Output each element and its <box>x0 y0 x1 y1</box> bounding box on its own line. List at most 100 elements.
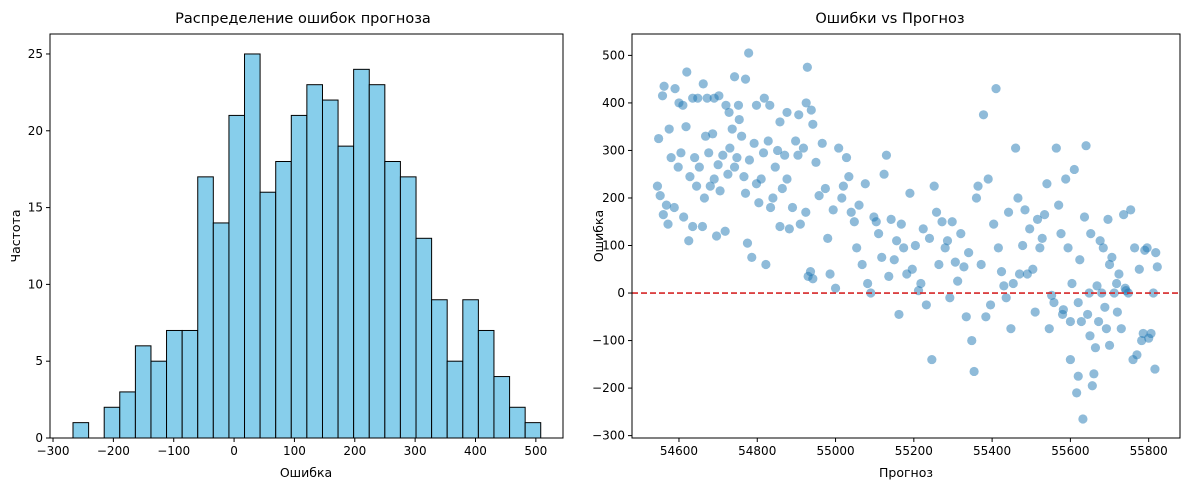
scatter-point <box>1112 307 1122 317</box>
scatter-point <box>1049 297 1059 308</box>
x-tick-label: 400 <box>464 444 487 458</box>
x-tick-label: −300 <box>37 444 70 458</box>
scatter-point <box>874 229 884 239</box>
scatter-point <box>1152 262 1162 272</box>
histogram-x-label: Ошибка <box>280 465 332 480</box>
scatter-point <box>830 283 841 293</box>
scatter-point <box>820 183 830 194</box>
scatter-point <box>1086 229 1096 239</box>
scatter-point <box>1039 210 1050 220</box>
scatter-y-label: Ошибка <box>591 210 606 262</box>
scatter-point <box>801 98 811 108</box>
histogram-bar <box>166 329 183 439</box>
histogram-bar <box>72 422 90 439</box>
scatter-point <box>1148 288 1158 298</box>
x-tick-label: 200 <box>343 444 366 458</box>
scatter-point <box>1093 316 1104 327</box>
scatter-point <box>652 181 663 191</box>
scatter-point <box>1120 283 1130 293</box>
histogram-bar <box>337 145 355 439</box>
scatter-point <box>1104 340 1115 350</box>
scatter-point <box>879 169 889 179</box>
scatter-point <box>838 181 848 191</box>
scatter-point <box>714 91 724 101</box>
scatter-point <box>747 252 757 262</box>
scatter-point <box>894 309 904 320</box>
scatter-point <box>715 186 725 196</box>
scatter-point <box>1011 143 1021 153</box>
scatter-point <box>993 243 1003 253</box>
scatter-point <box>1065 316 1075 327</box>
scatter-chart: Ошибки vs Прогноз 54600 54800 55000 55200 55… <box>591 11 1181 480</box>
scatter-point <box>697 221 708 232</box>
y-tick-label: 0 <box>617 286 625 300</box>
scatter-point <box>817 138 827 148</box>
scatter-point <box>1101 324 1112 334</box>
scatter-point <box>742 238 753 248</box>
scatter-point <box>1104 259 1115 270</box>
histogram-bar <box>150 360 168 439</box>
histogram-axes-frame <box>49 33 564 439</box>
scatter-point <box>1003 207 1014 217</box>
scatter-point <box>740 188 751 198</box>
scatter-point <box>763 136 773 146</box>
x-tick-label: 54800 <box>738 444 776 458</box>
scatter-point <box>759 93 769 103</box>
scatter-point <box>777 183 787 194</box>
scatter-point <box>1073 297 1083 308</box>
scatter-point <box>999 281 1009 291</box>
scatter-point <box>956 229 966 239</box>
scatter-point <box>889 255 899 265</box>
scatter-point <box>1089 369 1099 379</box>
y-tick-label: 100 <box>602 239 625 253</box>
histogram-bars <box>72 53 542 439</box>
scatter-point <box>863 278 873 289</box>
scatter-point <box>751 100 762 110</box>
scatter-point <box>654 133 664 144</box>
scatter-point <box>1100 302 1110 312</box>
scatter-point <box>682 67 692 77</box>
histogram-bar <box>321 99 339 439</box>
scatter-point <box>808 119 818 129</box>
scatter-point <box>1111 278 1122 289</box>
scatter-x-ticks: 54600 54800 55000 55200 55400 55600 55800 <box>660 438 1168 458</box>
scatter-point <box>655 191 665 201</box>
y-tick-label: 10 <box>28 277 43 291</box>
scatter-point <box>678 100 688 110</box>
scatter-point <box>1103 214 1113 224</box>
y-tick-label: 15 <box>28 201 43 215</box>
scatter-point <box>1134 264 1144 274</box>
scatter-point <box>1076 316 1086 327</box>
scatter-point <box>1126 205 1136 215</box>
scatter-point <box>1078 414 1088 424</box>
scatter-point <box>991 84 1001 94</box>
scatter-point <box>704 148 714 158</box>
scatter-point <box>811 157 821 167</box>
scatter-point <box>1063 243 1073 253</box>
scatter-point <box>733 100 744 110</box>
scatter-point <box>929 181 939 191</box>
scatter-point <box>721 100 731 110</box>
scatter-point <box>765 100 775 110</box>
histogram-bar <box>290 114 308 439</box>
scatter-point <box>907 264 917 274</box>
scatter-point <box>849 217 859 227</box>
x-tick-label: 0 <box>230 444 238 458</box>
histogram-bar <box>368 84 386 439</box>
y-tick-label: 5 <box>35 354 43 368</box>
scatter-point <box>896 219 906 229</box>
histogram-y-ticks: 0 5 10 15 20 25 <box>28 47 50 445</box>
scatter-point <box>734 114 744 125</box>
scatter-point <box>881 150 892 160</box>
scatter-point <box>1107 252 1117 262</box>
x-tick-label: 500 <box>524 444 547 458</box>
scatter-point <box>899 243 909 253</box>
scatter-point <box>940 243 950 253</box>
scatter-point <box>1095 236 1105 246</box>
scatter-point <box>806 105 816 115</box>
scatter-point <box>1030 307 1040 317</box>
scatter-point <box>758 148 769 158</box>
scatter-point <box>724 107 734 118</box>
y-tick-label: 500 <box>602 48 625 62</box>
scatter-point <box>927 354 937 365</box>
